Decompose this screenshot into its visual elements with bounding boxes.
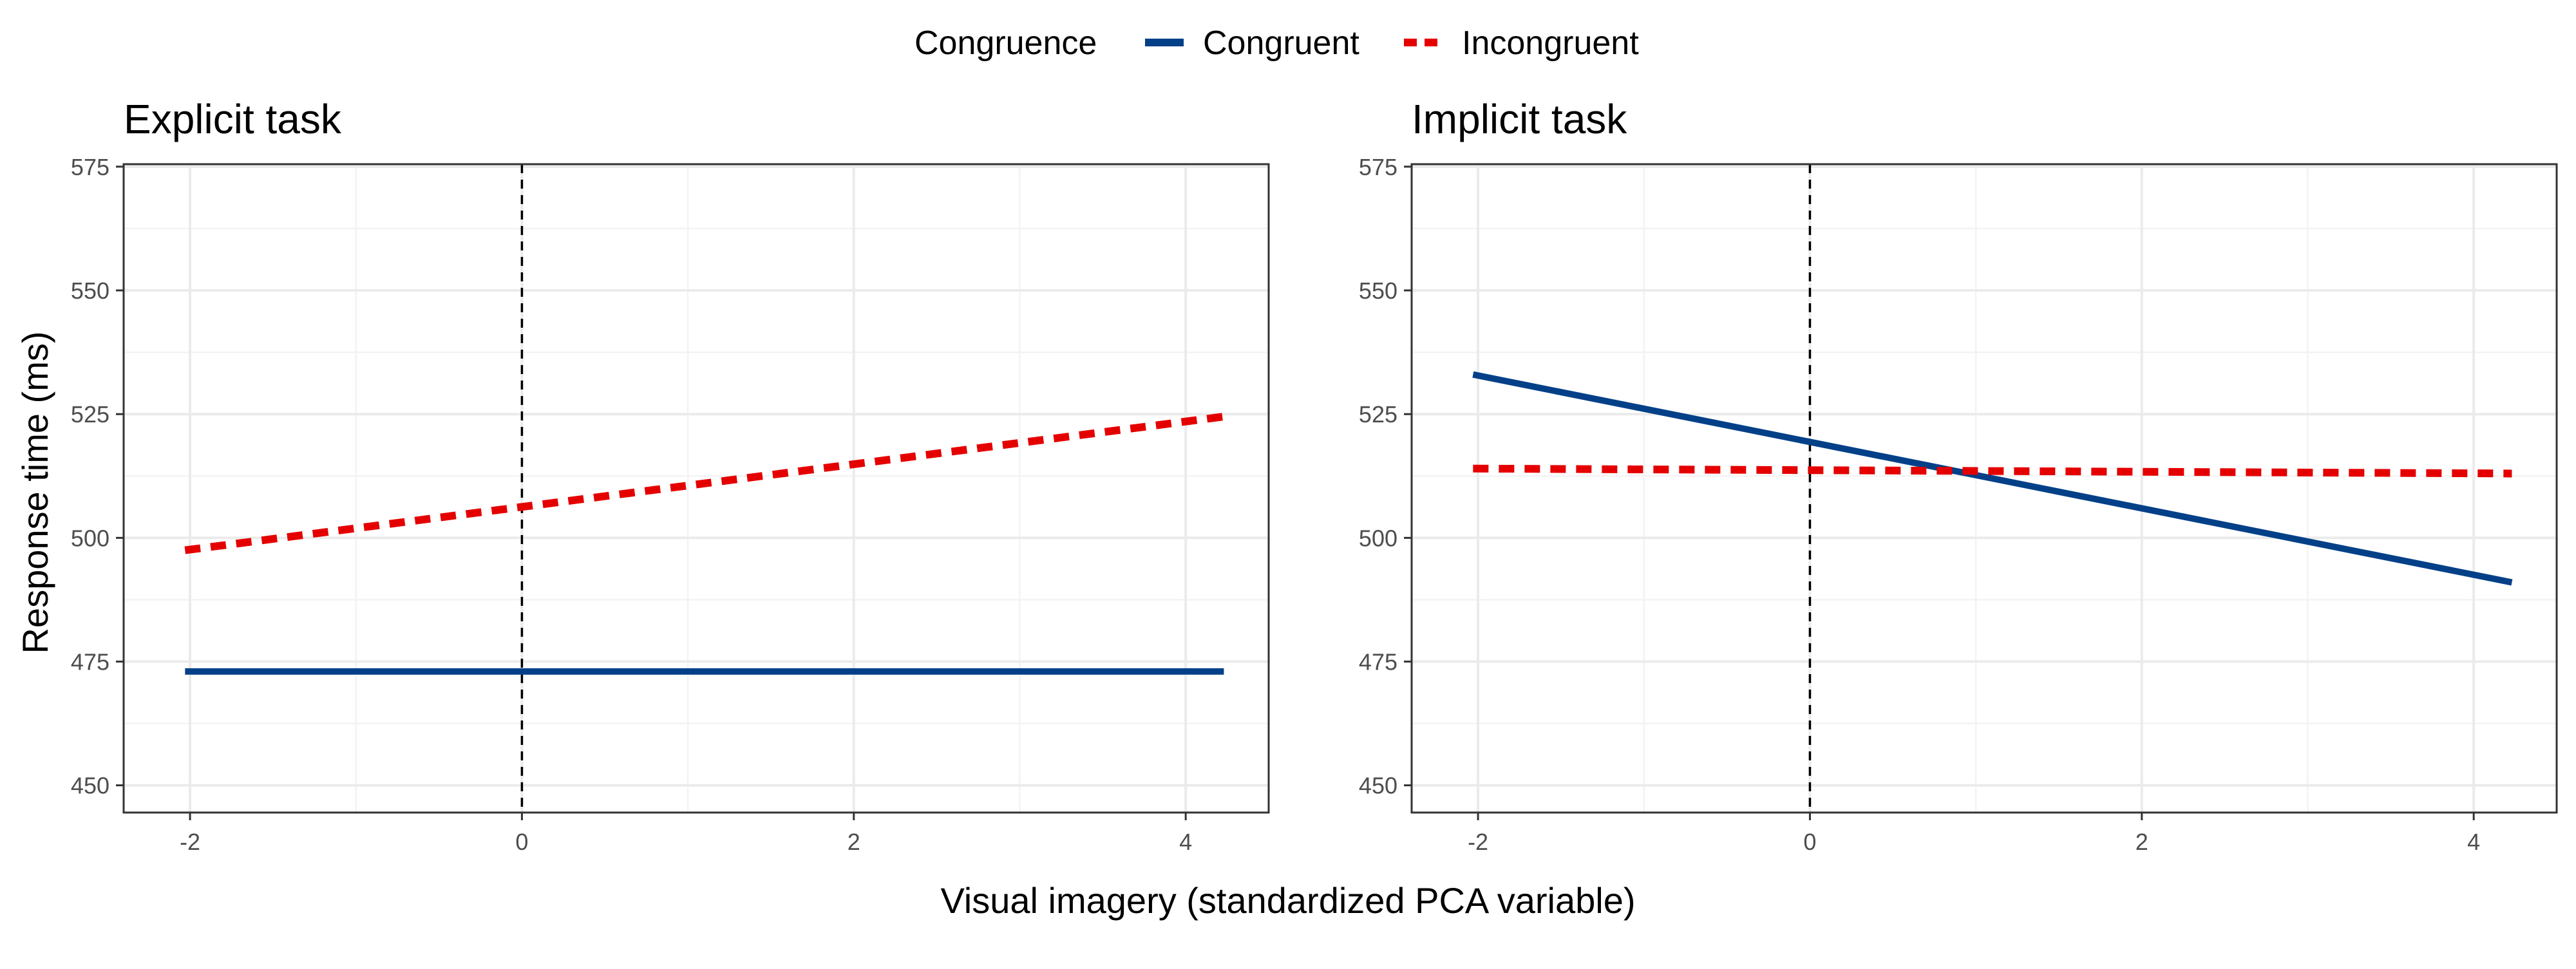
y-tick-label: 525 [71,401,109,428]
series-line-incongruent [184,413,1225,554]
y-tick-label: 475 [71,649,109,675]
legend: Congruence Congruent Incongruent [914,24,1639,62]
x-tick-label: 0 [1803,829,1816,855]
x-tick-label: -2 [180,829,200,855]
y-tick-label: 525 [1359,401,1397,428]
x-tick-label: 2 [848,829,860,855]
y-tick-label: 475 [1359,649,1397,675]
panel-title-implicit-task: Implicit task [1412,96,1627,142]
y-tick-label: 550 [1359,278,1397,304]
legend-label-incongruent: Incongruent [1462,24,1639,62]
series-line-congruent [1472,371,2513,586]
y-tick-label: 575 [71,154,109,180]
panel-implicit-task: Implicit task -2 0 2 4 450 475 500 525 550 575 [1359,96,2558,855]
y-tick-label: 450 [1359,773,1397,799]
x-tick-label: 4 [1179,829,1192,855]
panel-border [122,163,1270,814]
x-tick-label: -2 [1468,829,1488,855]
x-axis-title: Visual imagery (standardized PCA variabl… [940,880,1635,921]
y-tick-label: 575 [1359,154,1397,180]
panel-border [1410,163,2558,814]
y-axis-title: Response time (ms) [15,331,55,654]
x-tick-label: 2 [2136,829,2148,855]
legend-title: Congruence [914,24,1097,62]
panel-explicit-task: Explicit task -2 0 2 4 450 475 500 525 550 575 [71,96,1270,855]
y-tick-label: 550 [71,278,109,304]
panel-title-explicit-task: Explicit task [124,96,342,142]
x-tick-label: 4 [2467,829,2480,855]
series-line-incongruent [1473,464,2512,478]
x-tick-label: 0 [515,829,528,855]
legend-label-congruent: Congruent [1203,24,1359,62]
y-tick-label: 500 [1359,525,1397,551]
y-tick-label: 450 [71,773,109,799]
y-tick-label: 500 [71,525,109,551]
